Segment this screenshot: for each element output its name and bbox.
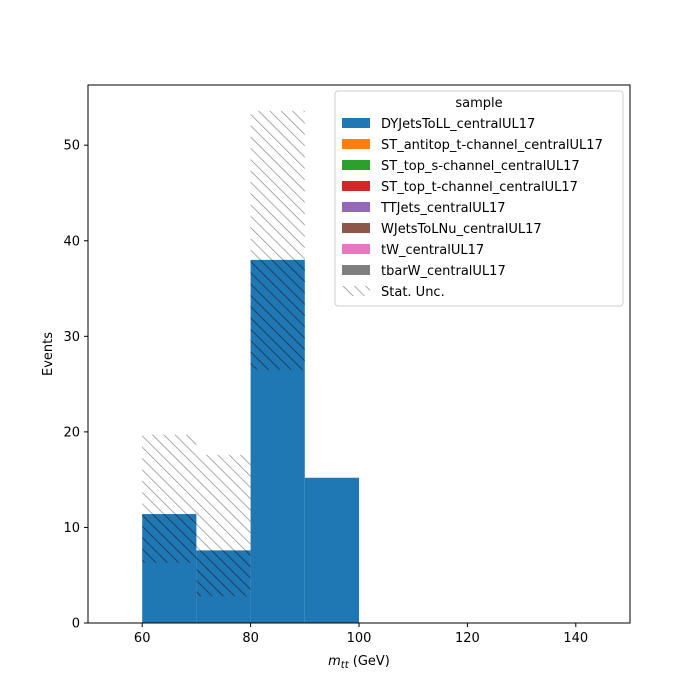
y-tick-label-40: 40 [63,234,80,249]
legend-label-TTJets_centralUL17: TTJets_centralUL17 [380,201,506,216]
stat-unc-upper-bin-0 [142,434,197,515]
y-axis-label: Events [41,332,56,376]
legend-swatch-DYJetsToLL_centralUL17 [342,118,370,128]
stat-uncertainty-bands [142,110,305,597]
bar-DYJetsToLL_centralUL17-bin-3 [304,477,359,623]
legend-swatch-Stat. Unc. [342,286,370,296]
legend-label-ST_top_s-channel_centralUL17: ST_top_s-channel_centralUL17 [381,159,580,174]
legend-swatch-TTJets_centralUL17 [342,202,370,212]
legend-swatch-WJetsToLNu_centralUL17 [342,223,370,233]
stat-unc-upper-bin-2 [250,110,305,260]
legend: sample DYJetsToLL_centralUL17 ST_antitop_… [334,90,624,307]
legend-label-WJetsToLNu_centralUL17: WJetsToLNu_centralUL17 [381,222,542,237]
x-tick-label-100: 100 [347,631,372,646]
y-tick-label-0: 0 [72,617,80,632]
legend-swatch-tW_centralUL17 [342,244,370,254]
stat-unc-upper-bin-1 [196,454,251,551]
legend-label-ST_top_t-channel_centralUL17: ST_top_t-channel_centralUL17 [381,180,578,195]
legend-box [334,90,624,307]
legend-swatch-tbarW_centralUL17 [342,265,370,275]
y-tick-label-30: 30 [63,330,80,345]
y-tick-label-20: 20 [63,425,80,440]
x-tick-label-140: 140 [563,631,588,646]
stat-unc-lower-bin-2 [250,259,305,370]
legend-swatch-ST_antitop_t-channel_centralUL17 [342,139,370,149]
legend-swatch-ST_top_s-channel_centralUL17 [342,160,370,170]
legend-label-ST_antitop_t-channel_centralUL17: ST_antitop_t-channel_centralUL17 [381,138,603,153]
legend-title: sample [455,96,502,111]
legend-label-DYJetsToLL_centralUL17: DYJetsToLL_centralUL17 [381,117,535,132]
x-axis-label: mtt (GeV) [328,654,390,671]
legend-swatch-ST_top_t-channel_centralUL17 [342,181,370,191]
x-tick-label-80: 80 [242,631,259,646]
legend-label-Stat. Unc.: Stat. Unc. [381,285,445,300]
legend-label-tbarW_centralUL17: tbarW_centralUL17 [381,264,506,279]
x-tick-label-120: 120 [455,631,480,646]
legend-label-tW_centralUL17: tW_centralUL17 [381,243,484,258]
y-tick-label-10: 10 [63,521,80,536]
y-axis-ticks: 0 10 20 30 40 50 [63,139,88,632]
x-axis-ticks: 60 80 100 120 140 [134,623,588,646]
stat-unc-lower-bin-1 [196,550,251,597]
x-tick-label-60: 60 [134,631,151,646]
stat-unc-lower-bin-0 [142,514,197,563]
y-tick-label-50: 50 [63,139,80,154]
